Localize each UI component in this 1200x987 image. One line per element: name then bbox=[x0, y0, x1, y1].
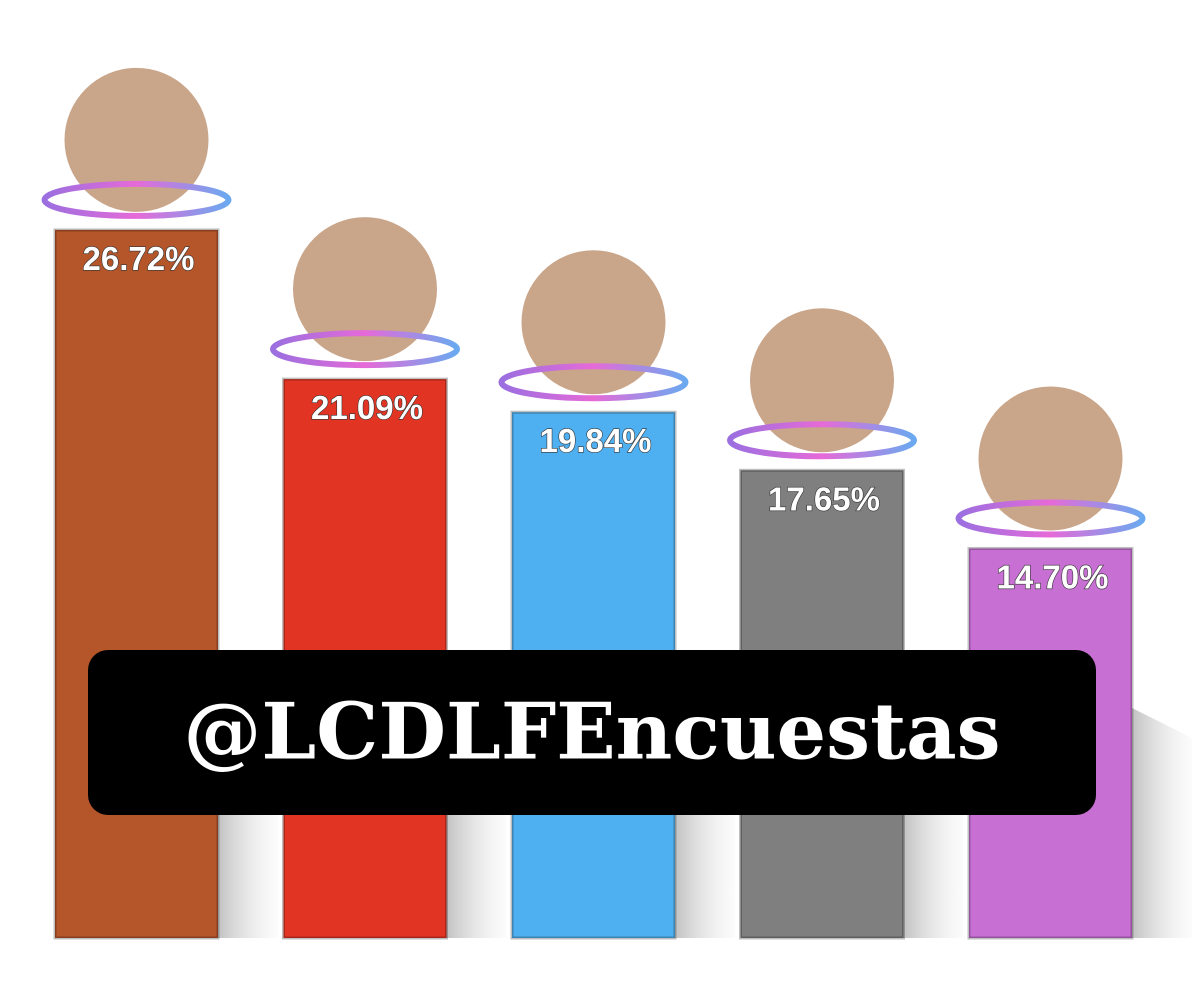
portrait-ring bbox=[955, 499, 1146, 538]
bar-shadow bbox=[1132, 708, 1192, 938]
portrait bbox=[521, 250, 666, 395]
portrait-ring bbox=[270, 330, 460, 369]
value-label: 17.65% bbox=[768, 480, 880, 517]
portrait bbox=[750, 308, 894, 453]
value-label: 21.09% bbox=[311, 389, 423, 426]
portrait-ring bbox=[727, 421, 917, 460]
portrait bbox=[64, 67, 209, 212]
portrait bbox=[978, 386, 1123, 531]
bar bbox=[53, 228, 220, 940]
value-label: 19.84% bbox=[540, 422, 652, 459]
watermark: @LCDLFEncuestas bbox=[183, 687, 1000, 778]
value-label: 14.70% bbox=[997, 558, 1109, 595]
value-label: 26.72% bbox=[83, 240, 195, 277]
portrait bbox=[293, 217, 437, 362]
watermark-box bbox=[88, 650, 1096, 815]
portrait-ring bbox=[41, 180, 232, 219]
portrait-ring bbox=[498, 363, 689, 402]
